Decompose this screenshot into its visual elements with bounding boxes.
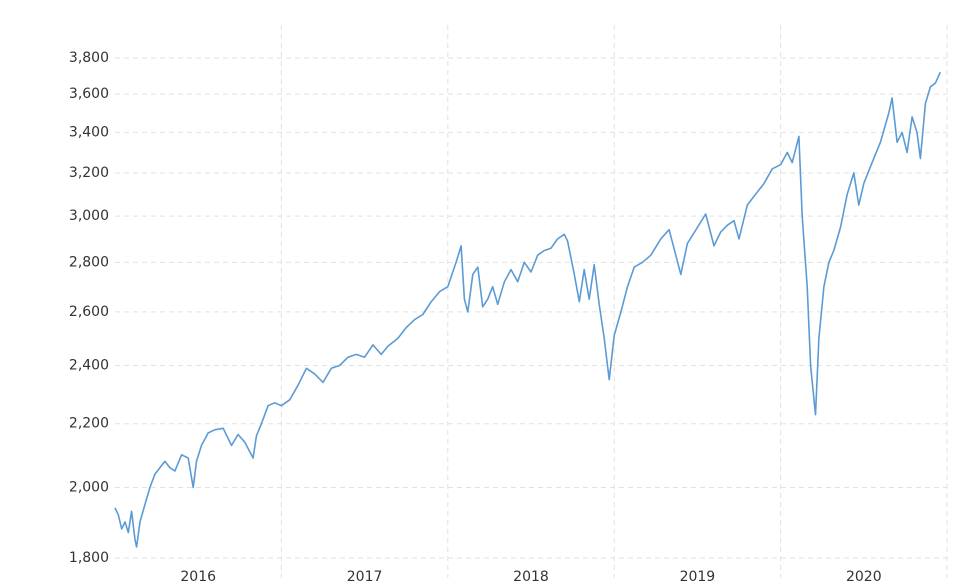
y-tick-label: 2,000 [69, 479, 109, 495]
y-tick-label: 3,000 [69, 208, 109, 224]
y-tick-label: 3,800 [69, 50, 109, 66]
y-tick-label: 3,400 [69, 124, 109, 140]
y-tick-label: 2,400 [69, 357, 109, 373]
x-tick-label: 2020 [846, 569, 882, 585]
x-tick-label: 2019 [680, 569, 716, 585]
y-tick-label: 3,200 [69, 165, 109, 181]
y-tick-label: 2,600 [69, 304, 109, 320]
line-series [114, 71, 942, 548]
y-tick-label: 2,200 [69, 416, 109, 432]
y-tick-label: 1,800 [69, 550, 109, 566]
x-tick-label: 2016 [180, 569, 216, 585]
y-tick-label: 2,800 [69, 254, 109, 270]
y-tick-label: 3,600 [69, 86, 109, 102]
x-tick-label: 2018 [513, 569, 549, 585]
x-tick-label: 2017 [347, 569, 383, 585]
